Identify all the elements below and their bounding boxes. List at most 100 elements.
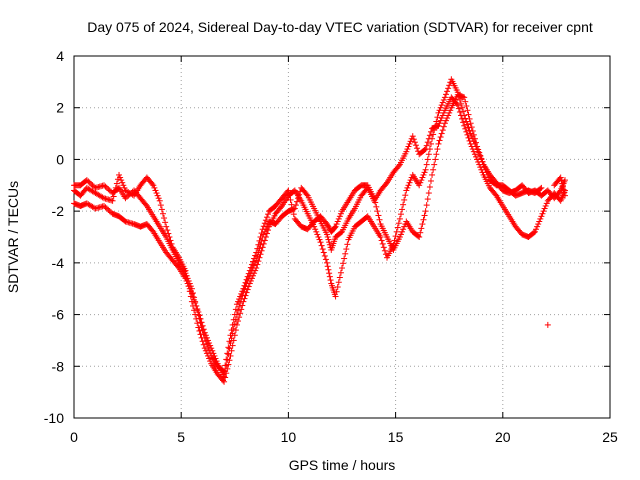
data-point: [459, 115, 466, 122]
data-point: [468, 124, 475, 131]
data-point: [250, 258, 257, 265]
data-point: [230, 316, 237, 323]
data-point: [102, 183, 109, 190]
data-point: [343, 246, 350, 253]
data-point: [199, 327, 206, 334]
data-point: [125, 192, 132, 199]
data-point: [119, 179, 126, 186]
data-point: [238, 290, 245, 297]
data-point: [103, 205, 110, 212]
data-point: [187, 283, 194, 290]
data-point: [149, 227, 156, 234]
plot-frame: [73, 55, 611, 419]
data-point: [89, 182, 96, 189]
data-point: [337, 269, 344, 276]
data-point: [341, 255, 348, 262]
data-point: [531, 228, 538, 235]
data-point: [241, 282, 248, 289]
data-point: [86, 179, 93, 186]
data-point: [559, 180, 566, 187]
data-point: [419, 221, 426, 228]
data-point: [226, 345, 233, 352]
data-point: [289, 206, 296, 213]
data-point: [201, 345, 208, 352]
data-point: [153, 190, 160, 197]
data-point: [463, 128, 470, 135]
data-point: [244, 286, 251, 293]
data-point: [220, 377, 227, 384]
data-point: [192, 298, 199, 305]
data-point: [469, 146, 476, 153]
data-point: [196, 315, 203, 322]
data-point: [235, 298, 242, 305]
data-point: [446, 109, 453, 116]
data-point: [324, 263, 331, 270]
data-point: [221, 368, 228, 375]
data-point: [118, 177, 125, 184]
data-point: [121, 184, 128, 191]
data-point: [397, 231, 404, 238]
data-point: [533, 226, 540, 233]
data-point: [374, 208, 381, 215]
data-point: [544, 321, 551, 328]
data-point: [465, 111, 472, 118]
data-point: [474, 156, 481, 163]
data-point: [424, 139, 431, 146]
data-point: [422, 166, 429, 173]
data-point: [435, 109, 442, 116]
data-point: [223, 356, 230, 363]
data-point: [229, 321, 236, 328]
data-point: [427, 140, 434, 147]
data-point: [466, 115, 473, 122]
x-axis-label: GPS time / hours: [289, 457, 396, 473]
data-point: [414, 145, 421, 152]
data-point: [463, 118, 470, 125]
y-tick-label: -10: [44, 410, 64, 426]
data-point: [233, 301, 240, 308]
data-point: [335, 215, 342, 222]
data-point: [378, 237, 385, 244]
data-point: [288, 201, 295, 208]
data-point: [439, 112, 446, 119]
data-point: [161, 215, 168, 222]
data-point: [254, 245, 261, 252]
data-point: [85, 178, 92, 185]
data-point: [433, 151, 440, 158]
data-point: [421, 146, 428, 153]
data-point: [454, 102, 461, 109]
data-point: [406, 179, 413, 186]
data-point: [424, 196, 431, 203]
data-point: [203, 340, 210, 347]
data-point: [416, 182, 423, 189]
data-point: [164, 227, 171, 234]
data-point: [446, 82, 453, 89]
data-point: [106, 208, 113, 215]
data-point: [231, 311, 238, 318]
data-point: [543, 200, 550, 207]
data-point: [471, 151, 478, 158]
data-point: [263, 214, 270, 221]
data-point: [485, 174, 492, 181]
data-point: [401, 223, 408, 230]
y-axis: -10 -8 -6 -4 -2 0 2 4: [44, 48, 610, 426]
data-point: [469, 127, 476, 134]
data-point: [106, 187, 113, 194]
data-point: [542, 202, 549, 209]
x-tick-label: 10: [281, 429, 297, 445]
data-point: [256, 237, 263, 244]
data-point: [460, 119, 467, 126]
data-point: [325, 236, 332, 243]
data-point: [482, 166, 489, 173]
data-point: [182, 270, 189, 277]
data-point: [261, 220, 268, 227]
data-point: [323, 231, 330, 238]
data-point: [220, 367, 227, 374]
data-point: [195, 311, 202, 318]
data-point: [425, 190, 432, 197]
data-point: [434, 114, 441, 121]
data-point: [435, 140, 442, 147]
data-point: [442, 117, 449, 124]
data-point: [381, 247, 388, 254]
data-point: [403, 148, 410, 155]
data-point: [535, 221, 542, 228]
